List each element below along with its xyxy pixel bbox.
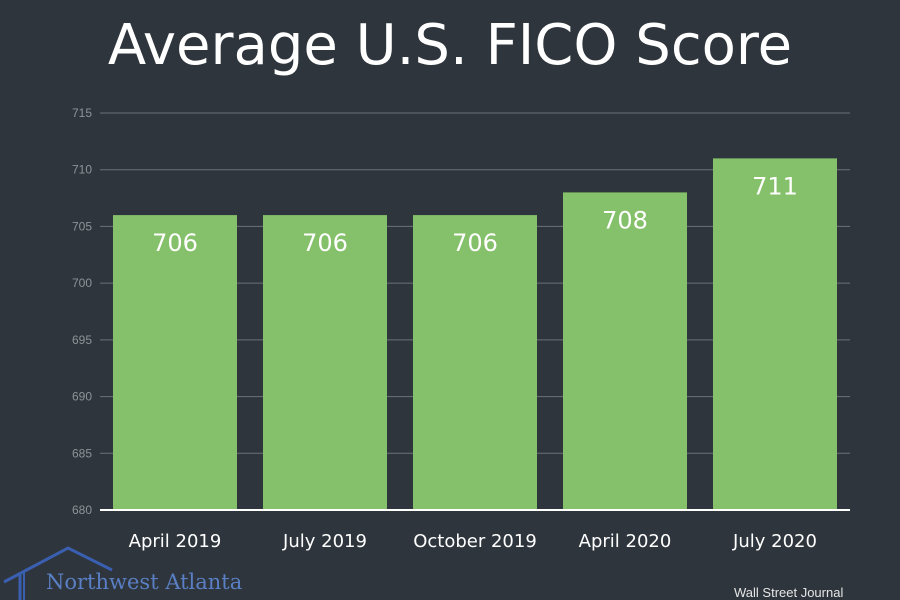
bars (113, 158, 837, 511)
y-tick-label: 700 (72, 276, 92, 290)
y-tick-label: 715 (72, 106, 92, 120)
x-category-label: April 2019 (129, 531, 222, 552)
logo-text: Northwest Atlanta (46, 570, 243, 594)
data-label: 706 (302, 229, 348, 257)
data-label: 706 (452, 229, 498, 257)
x-category-label: October 2019 (413, 531, 537, 552)
y-tick-label: 680 (72, 503, 92, 517)
data-label: 706 (152, 229, 198, 257)
bar (413, 215, 537, 511)
data-labels: 706 706 706 708 711 (152, 172, 798, 257)
data-label: 711 (752, 172, 798, 200)
chart-title: Average U.S. FICO Score (107, 13, 793, 78)
bar (113, 215, 237, 511)
y-tick-label: 705 (72, 219, 92, 233)
bar (263, 215, 387, 511)
y-tick-label: 685 (72, 446, 92, 460)
y-tick-label: 695 (72, 333, 92, 347)
bar (713, 158, 837, 510)
y-tick-label: 690 (72, 390, 92, 404)
x-category-label: April 2020 (579, 531, 672, 552)
x-category-label: July 2020 (732, 531, 817, 552)
data-label: 708 (602, 206, 648, 234)
source-note: Wall Street Journal (734, 585, 844, 600)
bar (563, 192, 687, 510)
x-category-label: July 2019 (282, 531, 367, 552)
x-axis-categories: April 2019 July 2019 October 2019 April 202… (129, 531, 817, 552)
logo-house-icon (3, 546, 113, 600)
y-axis-ticks: 680 685 690 695 700 705 710 715 (72, 106, 92, 517)
y-tick-label: 710 (72, 163, 92, 177)
